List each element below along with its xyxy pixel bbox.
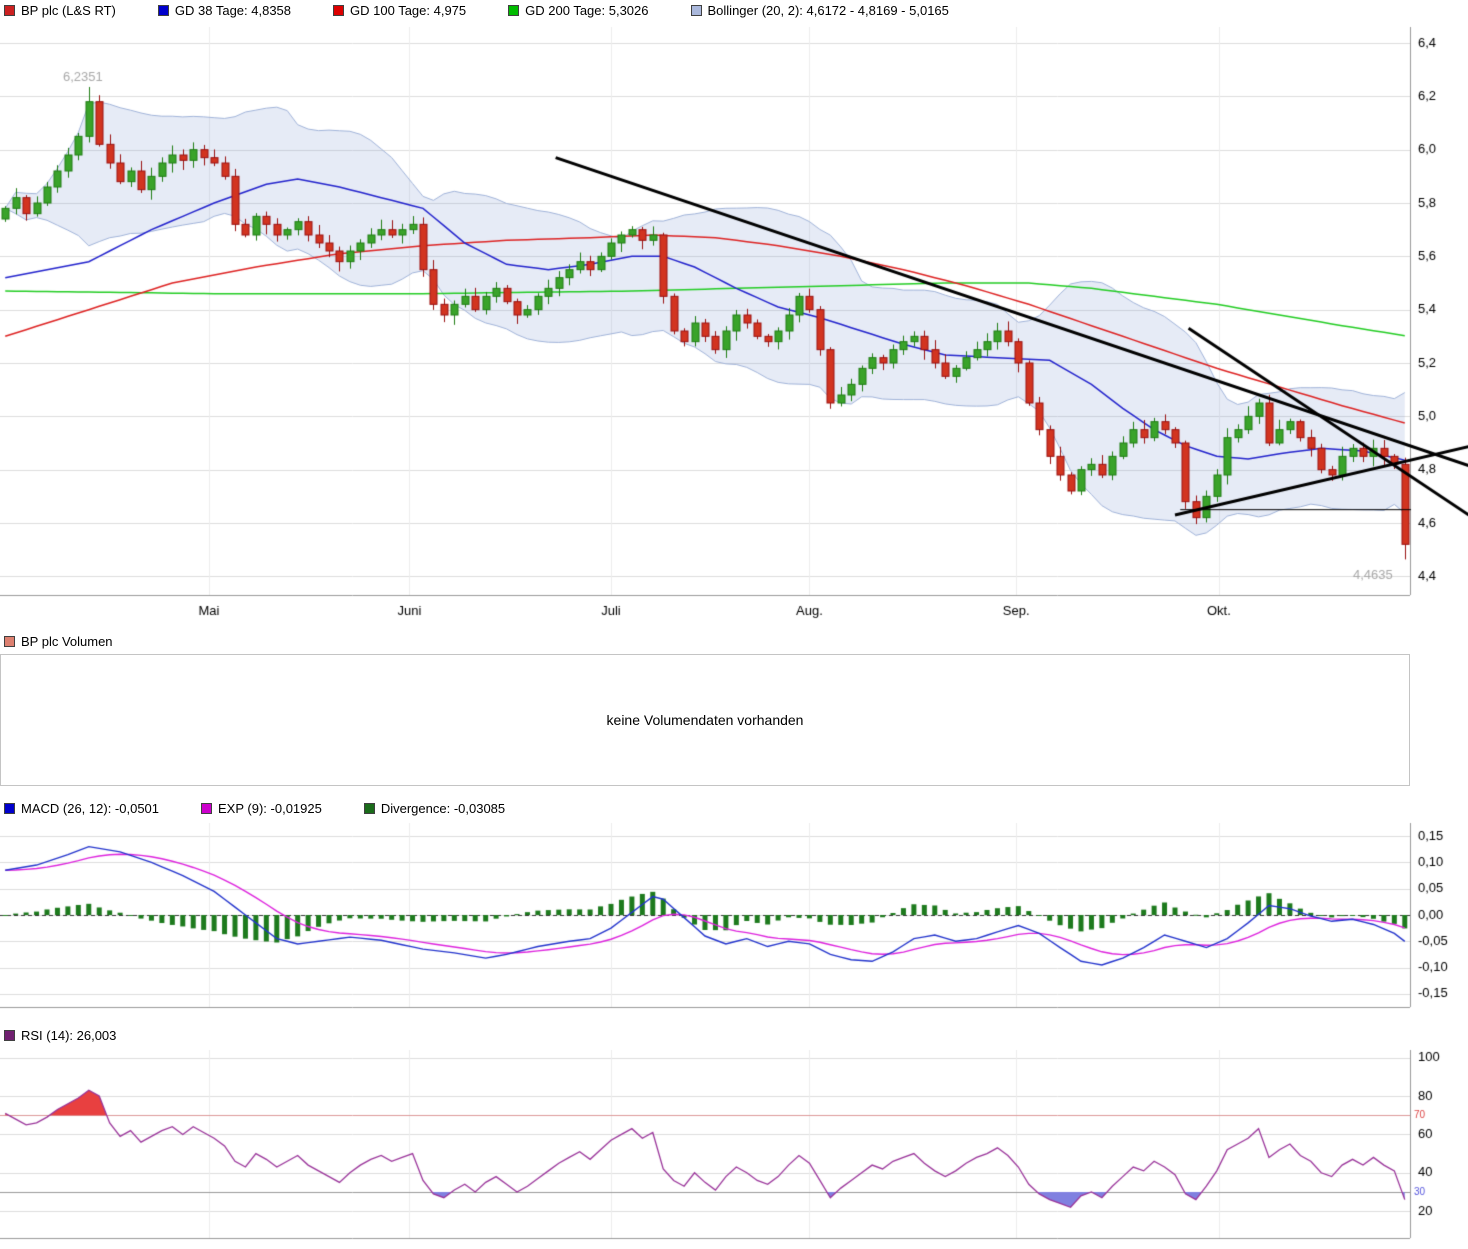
price-chart-canvas [0,21,1468,621]
series-label-bp: BP plc (L&S RT) [21,3,116,18]
legend-item-rsi: RSI (14): 26,003 [4,1028,116,1043]
legend-item-gd200: GD 200 Tage: 5,3026 [508,3,649,18]
legend-item-bp-price: BP plc (L&S RT) [4,3,116,18]
rsi-legend: RSI (14): 26,003 [0,1025,1468,1046]
series-swatch-volume-icon [4,636,15,647]
legend-item-gd38: GD 38 Tage: 4,8358 [157,3,292,18]
series-label-gd100: GD 100 Tage: 4,975 [350,3,467,18]
legend-item-divergence: Divergence: -0,03085 [363,801,506,816]
series-swatch-bollinger-icon [690,5,702,16]
legend-item-volume: BP plc Volumen [4,634,113,649]
series-label-divergence: Divergence: -0,03085 [380,801,506,816]
volume-panel: keine Volumendaten vorhanden [0,654,1410,786]
volume-legend: BP plc Volumen [0,631,1468,652]
series-label-bollinger: Bollinger (20, 2): 4,6172 - 4,8169 - 5,0… [707,3,949,18]
series-swatch-bp-icon [4,5,15,16]
series-swatch-macd-icon [4,803,15,814]
series-label-gd200: GD 200 Tage: 5,3026 [525,3,649,18]
series-swatch-exp-icon [201,803,213,814]
series-label-rsi: RSI (14): 26,003 [21,1028,117,1043]
legend-item-macd: MACD (26, 12): -0,0501 [4,801,159,816]
series-swatch-rsi-icon [4,1030,15,1041]
series-label-macd: MACD (26, 12): -0,0501 [21,801,160,816]
macd-legend: MACD (26, 12): -0,0501 EXP (9): -0,01925… [0,798,1468,819]
no-volume-message: keine Volumendaten vorhanden [606,712,804,728]
macd-chart-canvas [0,819,1468,1019]
series-label-volume: BP plc Volumen [21,634,113,649]
series-swatch-gd38-icon [157,5,169,16]
price-legend: BP plc (L&S RT) GD 38 Tage: 4,8358 GD 10… [0,0,1468,21]
legend-item-exp: EXP (9): -0,01925 [201,801,322,816]
series-label-exp: EXP (9): -0,01925 [218,801,322,816]
legend-item-bollinger: Bollinger (20, 2): 4,6172 - 4,8169 - 5,0… [690,3,949,18]
rsi-chart-canvas [0,1046,1468,1246]
series-swatch-gd200-icon [508,5,520,16]
series-label-gd38: GD 38 Tage: 4,8358 [174,3,292,18]
legend-item-gd100: GD 100 Tage: 4,975 [333,3,466,18]
series-swatch-gd100-icon [333,5,345,16]
series-swatch-divergence-icon [363,803,375,814]
